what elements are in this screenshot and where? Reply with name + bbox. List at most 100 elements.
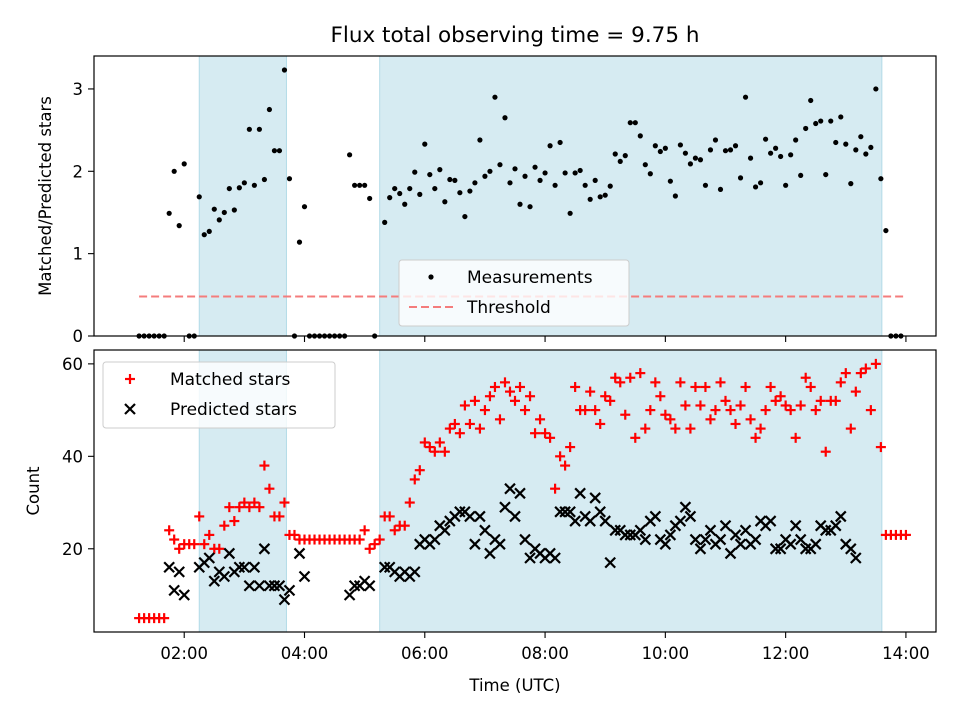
y-tick-label: 1 (73, 245, 84, 264)
x-tick-label: 12:00 (762, 644, 810, 663)
measurement-point (231, 207, 237, 213)
predicted-star-point (514, 487, 526, 500)
measurement-point (457, 190, 463, 196)
predicted-star-point (408, 566, 421, 578)
measurement-point (557, 139, 563, 146)
measurement-point (517, 201, 523, 207)
matched-star-point (565, 442, 576, 453)
measurement-point (657, 148, 663, 155)
matched-star-point (449, 418, 460, 429)
matched-star-point (785, 405, 796, 416)
matched-star-point (750, 432, 761, 443)
predicted-star-point (764, 515, 777, 527)
measurement-point (447, 176, 453, 183)
measurement-point (201, 232, 207, 238)
measurement-point (582, 182, 588, 188)
measurement-point (692, 155, 699, 161)
measurement-point (838, 114, 844, 120)
measurement-point (652, 143, 658, 149)
matched-star-point (655, 391, 666, 402)
measurement-point (251, 182, 257, 188)
predicted-star-point (524, 552, 536, 564)
matched-star-point (775, 391, 786, 402)
matched-star-point (745, 414, 756, 425)
predicted-star-point (564, 506, 576, 518)
matched-star-point (279, 497, 290, 508)
measurement-point (497, 162, 503, 168)
predicted-star-point (243, 579, 256, 592)
measurement-point (687, 161, 694, 167)
matched-star-point (354, 534, 365, 545)
predicted-star-point (674, 515, 687, 527)
measurement-point (602, 192, 608, 198)
measurement-point (362, 182, 368, 188)
matched-star-point (424, 442, 435, 453)
matched-star-point (645, 405, 656, 416)
matched-star-point (810, 405, 821, 416)
matched-star-point (530, 428, 541, 439)
predicted-star-point (594, 506, 606, 518)
matched-star-point (289, 529, 300, 540)
measurement-point (211, 206, 217, 212)
predicted-star-point (569, 515, 581, 527)
measurement-point (717, 186, 724, 193)
matched-star-point (234, 502, 245, 513)
predicted-star-point (238, 561, 251, 574)
measurement-point (622, 153, 628, 159)
matched-star-point (680, 400, 691, 411)
predicted-star-point (794, 533, 807, 546)
y-tick-label: 3 (73, 80, 84, 99)
measurement-point (367, 195, 373, 202)
predicted-star-point (278, 593, 291, 606)
matched-star-point (214, 543, 225, 554)
matched-star-point (570, 381, 581, 392)
measurement-point (532, 164, 538, 170)
matched-star-point (249, 497, 260, 508)
matched-star-point (520, 405, 531, 416)
predicted-star-point (684, 510, 697, 523)
top-ylabel: Matched/Predicted stars (36, 96, 55, 296)
measurements-series (136, 67, 904, 339)
matched-star-point (615, 377, 626, 388)
matched-star-point (434, 437, 445, 448)
measurement-point (868, 144, 874, 151)
matched-star-point (229, 516, 240, 527)
predicted-star-point (484, 547, 496, 560)
y-tick-label: 0 (73, 327, 84, 346)
measurement-point (587, 196, 593, 202)
matched-star-point (800, 372, 811, 383)
matched-star-point (670, 423, 681, 434)
measurement-point (793, 137, 799, 143)
measurement-point (452, 177, 458, 183)
measurement-point (542, 170, 548, 176)
matched-star-point (900, 529, 911, 540)
measurement-point (572, 170, 578, 176)
predicted-star-point (298, 570, 311, 583)
matched-star-point (489, 381, 500, 392)
predicted-star-point (163, 561, 175, 574)
matched-star-point (735, 400, 746, 411)
measurement-point (697, 157, 704, 163)
predicted-star-point (729, 529, 742, 541)
predicted-star-point (218, 570, 231, 583)
matched-star-point (259, 460, 270, 471)
matched-star-point (545, 432, 556, 443)
matched-star-point (364, 543, 375, 554)
predicted-star-point (704, 524, 717, 537)
predicted-star-point (258, 543, 271, 555)
measurement-point (667, 178, 673, 184)
predicted-star-point (504, 482, 516, 495)
measurement-point (537, 177, 543, 183)
predicted-star-point (168, 584, 180, 597)
matched-star-point (720, 395, 731, 406)
predicted-star-point (469, 538, 481, 550)
shaded-interval-0 (198, 55, 287, 337)
matched-star-point (700, 381, 711, 392)
predicted-star-point (574, 487, 586, 500)
figure-title: Flux total observing time = 9.75 h (331, 23, 700, 48)
measurement-point (607, 183, 613, 189)
predicted-star-point (714, 533, 727, 546)
y-tick-label: 40 (62, 447, 83, 466)
legend-measurements-marker (428, 274, 434, 280)
measurement-point (492, 94, 498, 100)
